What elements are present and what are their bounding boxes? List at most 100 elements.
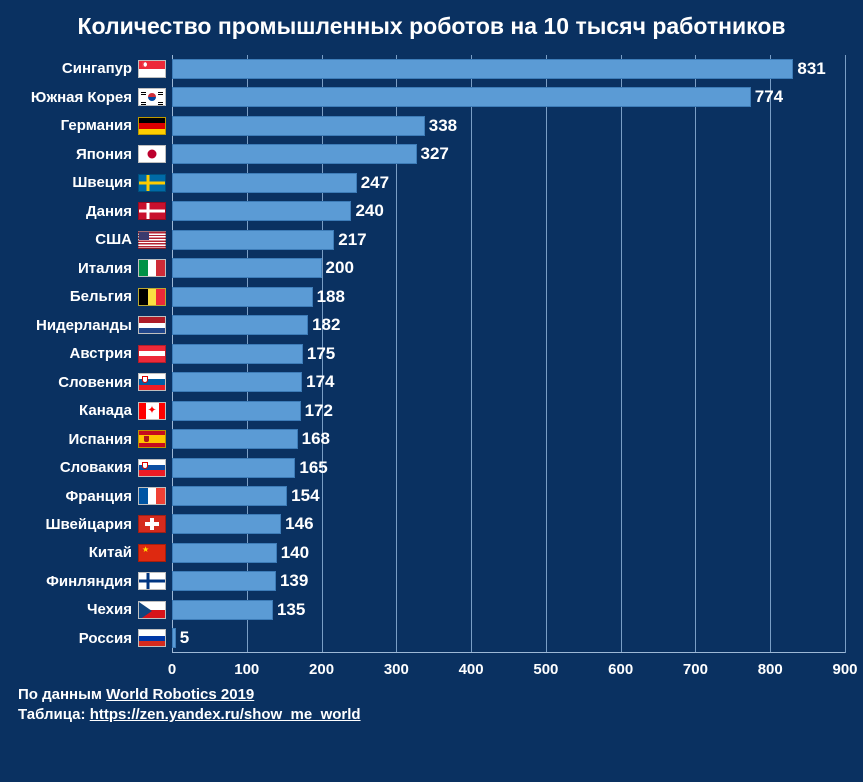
flag-icon — [138, 202, 166, 220]
bar — [172, 87, 751, 107]
flag-icon — [138, 430, 166, 448]
bar-row: Бельгия 188 — [18, 284, 845, 310]
bar — [172, 458, 295, 478]
flag-icon — [138, 174, 166, 192]
x-tick-label: 300 — [384, 661, 409, 678]
flag-icon — [138, 316, 166, 334]
bar-row: Япония327 — [18, 141, 845, 167]
bar-track: 139 — [172, 571, 845, 591]
flag-icon — [138, 459, 166, 477]
bar-track: 217 — [172, 230, 845, 250]
flag-icon — [138, 515, 166, 533]
bar-track: 240 — [172, 201, 845, 221]
bar-track: 175 — [172, 344, 845, 364]
country-label: Словения — [18, 374, 138, 391]
bar — [172, 372, 302, 392]
bar — [172, 401, 301, 421]
flag-icon — [138, 629, 166, 647]
country-label: Австрия — [18, 345, 138, 362]
plot-area: Сингапур831Южная Корея774 Германия 338 Япон… — [18, 49, 845, 681]
bar-row: Испания168 — [18, 426, 845, 452]
country-label: Италия — [18, 260, 138, 277]
bar-track: 154 — [172, 486, 845, 506]
country-label: Испания — [18, 431, 138, 448]
country-label: Бельгия — [18, 288, 138, 305]
bar-value: 338 — [425, 116, 457, 136]
bar — [172, 486, 287, 506]
flag-icon — [138, 572, 166, 590]
flag-icon: ★ — [138, 544, 166, 562]
bar-value: 165 — [295, 458, 327, 478]
table-prefix: Таблица: — [18, 706, 90, 723]
country-label: Германия — [18, 117, 138, 134]
bar-track: 5 — [172, 628, 845, 648]
country-label: Швеция — [18, 174, 138, 191]
flag-icon — [138, 60, 166, 78]
bar-track: 174 — [172, 372, 845, 392]
bar-track: 135 — [172, 600, 845, 620]
bar — [172, 429, 298, 449]
bar-row: Чехия135 — [18, 597, 845, 623]
x-tick-label: 400 — [459, 661, 484, 678]
x-tick-label: 100 — [234, 661, 259, 678]
bar-row: Франция154 — [18, 483, 845, 509]
bar-rows: Сингапур831Южная Корея774 Германия 338 Япон… — [18, 55, 845, 653]
country-label: Финляндия — [18, 573, 138, 590]
x-tick-label: 0 — [168, 661, 176, 678]
bar-value: 140 — [277, 543, 309, 563]
x-tick-label: 900 — [832, 661, 857, 678]
bar-value: 135 — [273, 600, 305, 620]
bar-value: 774 — [751, 87, 783, 107]
flag-icon — [138, 88, 166, 106]
bar — [172, 287, 313, 307]
flag-icon — [138, 231, 166, 249]
bar-value: 172 — [301, 401, 333, 421]
bar — [172, 258, 322, 278]
bar-value: 175 — [303, 344, 335, 364]
country-label: Япония — [18, 146, 138, 163]
bar-row: Дания 240 — [18, 198, 845, 224]
bar-track: 774 — [172, 87, 845, 107]
bar-row: Сингапур831 — [18, 56, 845, 82]
bar-row: Германия 338 — [18, 113, 845, 139]
source-link[interactable]: World Robotics 2019 — [106, 686, 254, 703]
x-axis-labels: 0100200300400500600700800900 — [172, 657, 845, 681]
bar-value: 139 — [276, 571, 308, 591]
country-label: Сингапур — [18, 60, 138, 77]
bar-row: Южная Корея774 — [18, 84, 845, 110]
bar — [172, 173, 357, 193]
bar-value: 247 — [357, 173, 389, 193]
footer: По данным World Robotics 2019 Таблица: h… — [18, 685, 845, 726]
table-line: Таблица: https://zen.yandex.ru/show_me_w… — [18, 705, 845, 725]
bar-value: 146 — [281, 514, 313, 534]
flag-icon — [138, 117, 166, 135]
flag-icon — [138, 145, 166, 163]
bar-value: 5 — [176, 628, 189, 648]
country-label: Дания — [18, 203, 138, 220]
bar-row: Нидерланды 182 — [18, 312, 845, 338]
bar-row: Австрия 175 — [18, 341, 845, 367]
country-label: Нидерланды — [18, 317, 138, 334]
bar-row: Канада✦172 — [18, 398, 845, 424]
bar-row: Финляндия 139 — [18, 568, 845, 594]
bar-track: 200 — [172, 258, 845, 278]
bar-row: Россия 5 — [18, 625, 845, 651]
bar — [172, 230, 334, 250]
flag-icon — [138, 345, 166, 363]
country-label: США — [18, 231, 138, 248]
country-label: Россия — [18, 630, 138, 647]
bar-track: 188 — [172, 287, 845, 307]
bar-value: 182 — [308, 315, 340, 335]
table-link[interactable]: https://zen.yandex.ru/show_me_world — [90, 706, 361, 723]
bar-row: США 217 — [18, 227, 845, 253]
bar — [172, 543, 277, 563]
bar — [172, 59, 793, 79]
x-tick-label: 700 — [683, 661, 708, 678]
bar-track: 140 — [172, 543, 845, 563]
bar-track: 338 — [172, 116, 845, 136]
flag-icon — [138, 259, 166, 277]
bar — [172, 116, 425, 136]
bar-row: Китай★140 — [18, 540, 845, 566]
bar-track: 247 — [172, 173, 845, 193]
x-tick-label: 200 — [309, 661, 334, 678]
